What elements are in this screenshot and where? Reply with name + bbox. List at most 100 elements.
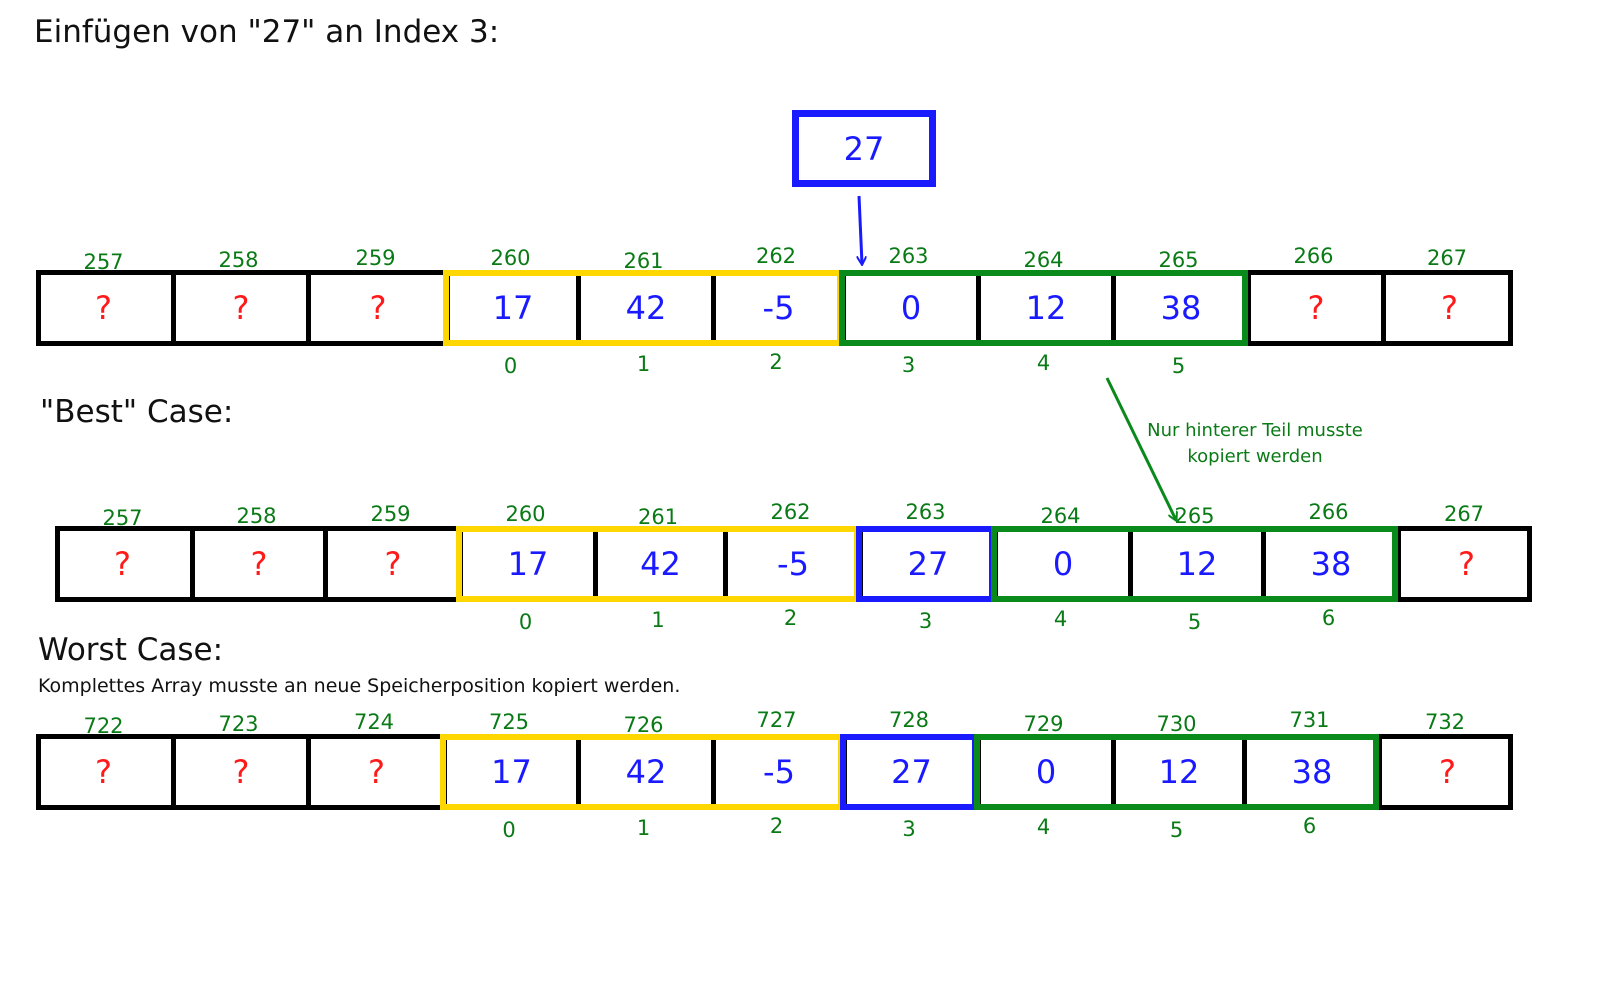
memory-address: 722 [83, 714, 124, 738]
unknown-value: ? [250, 545, 268, 583]
memory-address: 262 [770, 500, 811, 524]
memory-address: 723 [218, 712, 259, 736]
memory-address: 267 [1443, 502, 1485, 526]
page-title: Einfügen von "27" an Index 3: [34, 14, 500, 50]
unknown-value: ? [95, 753, 112, 791]
memory-address: 257 [83, 250, 124, 274]
cell-value: 42 [625, 289, 667, 327]
array-cell: -5 [711, 739, 842, 805]
memory-address: 261 [623, 249, 664, 273]
memory-address: 732 [1424, 710, 1466, 734]
array-cell: 38 [1261, 531, 1396, 597]
cell-value: 17 [491, 753, 532, 791]
array-index: 0 [502, 818, 516, 842]
memory-address: 726 [623, 713, 664, 737]
cell-value: 12 [1025, 289, 1067, 327]
memory-address: 263 [888, 244, 929, 268]
memory-address: 259 [355, 246, 396, 270]
unknown-value: ? [384, 545, 402, 583]
memory-address: 265 [1174, 504, 1215, 528]
memory-address: 258 [218, 248, 259, 272]
array-cell: 42 [576, 275, 711, 341]
array-cell: -5 [711, 275, 841, 341]
unknown-value: ? [232, 753, 250, 791]
array-cell: 42 [576, 739, 711, 805]
array-index: 1 [636, 352, 651, 376]
cell-value: 27 [891, 753, 932, 791]
cell-value: 17 [492, 289, 534, 327]
unknown-value: ? [1439, 753, 1456, 791]
array-index: 3 [901, 353, 916, 377]
unknown-value: ? [232, 289, 250, 327]
best-case-heading: "Best" Case: [40, 394, 234, 430]
cell-value: 27 [907, 545, 949, 583]
cell-value: 0 [900, 289, 922, 327]
array-index: 3 [918, 609, 933, 633]
array-cell: ? [1377, 739, 1513, 805]
insert-arrow [859, 195, 862, 264]
array-cell: ? [55, 531, 190, 597]
memory-address: 260 [505, 502, 546, 526]
array-index: 1 [636, 816, 651, 840]
array-cell: ? [1246, 275, 1381, 341]
array-cell: ? [171, 275, 306, 341]
array-index: 1 [651, 608, 665, 632]
array-index: 4 [1036, 815, 1051, 839]
new-value-box: 27 [792, 110, 936, 187]
worst-case-subtext: Komplettes Array musste an neue Speicher… [38, 675, 681, 697]
memory-address: 266 [1308, 500, 1349, 524]
array-index: 0 [518, 610, 533, 634]
memory-address: 258 [236, 504, 277, 528]
memory-address: 729 [1023, 712, 1064, 736]
new-value-label: 27 [843, 129, 885, 168]
cell-value: -5 [762, 289, 795, 327]
array-cell: ? [1396, 531, 1532, 597]
array-cell: ? [323, 531, 458, 597]
memory-address: 727 [756, 708, 797, 732]
memory-address: 731 [1289, 708, 1330, 732]
cell-value: 42 [625, 753, 667, 791]
memory-address: 265 [1158, 248, 1199, 272]
memory-address: 257 [102, 506, 143, 530]
copy-arrow [1105, 377, 1176, 520]
memory-address: 264 [1023, 248, 1064, 272]
memory-address: 261 [637, 505, 679, 529]
memory-address: 259 [370, 502, 411, 526]
cell-value: 0 [1035, 753, 1057, 791]
memory-address: 725 [488, 710, 530, 734]
unknown-value: ? [1458, 545, 1475, 583]
array-cell: 38 [1242, 739, 1377, 805]
memory-address: 264 [1040, 504, 1081, 528]
array-index: 4 [1053, 607, 1068, 631]
array-cell: 42 [593, 531, 723, 597]
memory-address: 728 [888, 708, 930, 732]
memory-address: 263 [905, 500, 946, 524]
worst-case-heading: Worst Case: [38, 632, 224, 668]
cell-value: -5 [763, 753, 795, 791]
unknown-value: ? [95, 289, 112, 327]
memory-address: 260 [490, 246, 531, 270]
unknown-value: ? [1307, 289, 1325, 327]
array-index: 2 [769, 350, 783, 374]
array-cell: 12 [1111, 739, 1242, 805]
array-index: 5 [1169, 818, 1184, 842]
array-cell: ? [1381, 275, 1513, 341]
unknown-value: ? [114, 545, 131, 583]
cell-value: 0 [1052, 545, 1074, 583]
cell-value: 38 [1310, 545, 1352, 583]
array-index: 0 [503, 354, 518, 378]
array-index: 5 [1187, 610, 1202, 634]
cell-value: 42 [640, 545, 681, 583]
array-cell: -5 [723, 531, 858, 597]
cell-value: -5 [777, 545, 809, 583]
annotation-note: Nur hinterer Teil musste kopiert werden [1147, 420, 1363, 467]
array-index: 2 [783, 606, 798, 630]
cell-value: 12 [1158, 753, 1200, 791]
cell-value: 12 [1176, 545, 1218, 583]
memory-address: 266 [1293, 244, 1334, 268]
array-cell: ? [190, 531, 323, 597]
array-cell: 38 [1111, 275, 1246, 341]
array-cell: ? [36, 739, 171, 805]
array-cell: 12 [976, 275, 1111, 341]
array-index: 6 [1302, 814, 1317, 838]
